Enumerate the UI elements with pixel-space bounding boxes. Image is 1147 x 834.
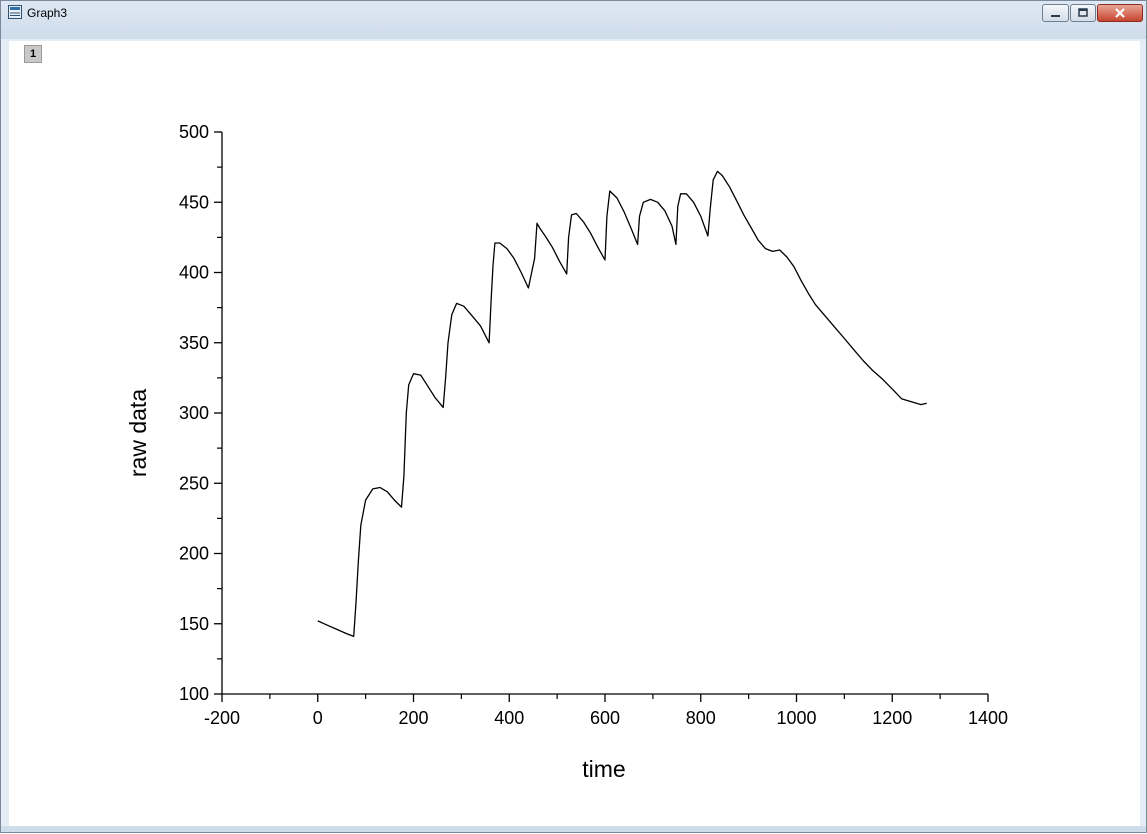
x-tick-label: 800 — [686, 708, 716, 728]
x-tick-label: 1000 — [776, 708, 816, 728]
graph-window-icon[interactable] — [8, 5, 22, 19]
x-tick-label: 400 — [494, 708, 524, 728]
x-tick-label: -200 — [204, 708, 240, 728]
close-icon — [1115, 8, 1125, 18]
y-tick-label: 300 — [179, 403, 209, 423]
y-tick-label: 400 — [179, 263, 209, 283]
close-button[interactable] — [1097, 4, 1143, 22]
y-tick-label: 450 — [179, 192, 209, 212]
window-title: Graph3 — [27, 6, 68, 20]
title-bar[interactable]: Graph3 — [1, 1, 1146, 39]
layer-badge[interactable]: 1 — [24, 45, 42, 63]
minimize-button[interactable] — [1042, 4, 1069, 22]
x-tick-label: 0 — [313, 708, 323, 728]
y-tick-label: 350 — [179, 333, 209, 353]
y-axis-title: raw data — [125, 389, 151, 477]
y-tick-label: 500 — [179, 122, 209, 142]
y-tick-label: 200 — [179, 544, 209, 564]
y-tick-label: 100 — [179, 684, 209, 704]
graph-page[interactable] — [9, 41, 1140, 826]
x-tick-label: 1400 — [968, 708, 1008, 728]
x-tick-label: 1200 — [872, 708, 912, 728]
y-tick-label: 150 — [179, 614, 209, 634]
x-axis-title: time — [582, 756, 625, 782]
x-tick-label: 200 — [398, 708, 428, 728]
window-bottom-border — [1, 826, 1146, 832]
data-line-series-0 — [317, 170, 927, 638]
y-tick-label: 250 — [179, 473, 209, 493]
x-tick-label: 600 — [590, 708, 620, 728]
maximize-button[interactable] — [1070, 4, 1096, 22]
minimize-icon — [1051, 15, 1060, 17]
maximize-icon — [1078, 8, 1088, 17]
